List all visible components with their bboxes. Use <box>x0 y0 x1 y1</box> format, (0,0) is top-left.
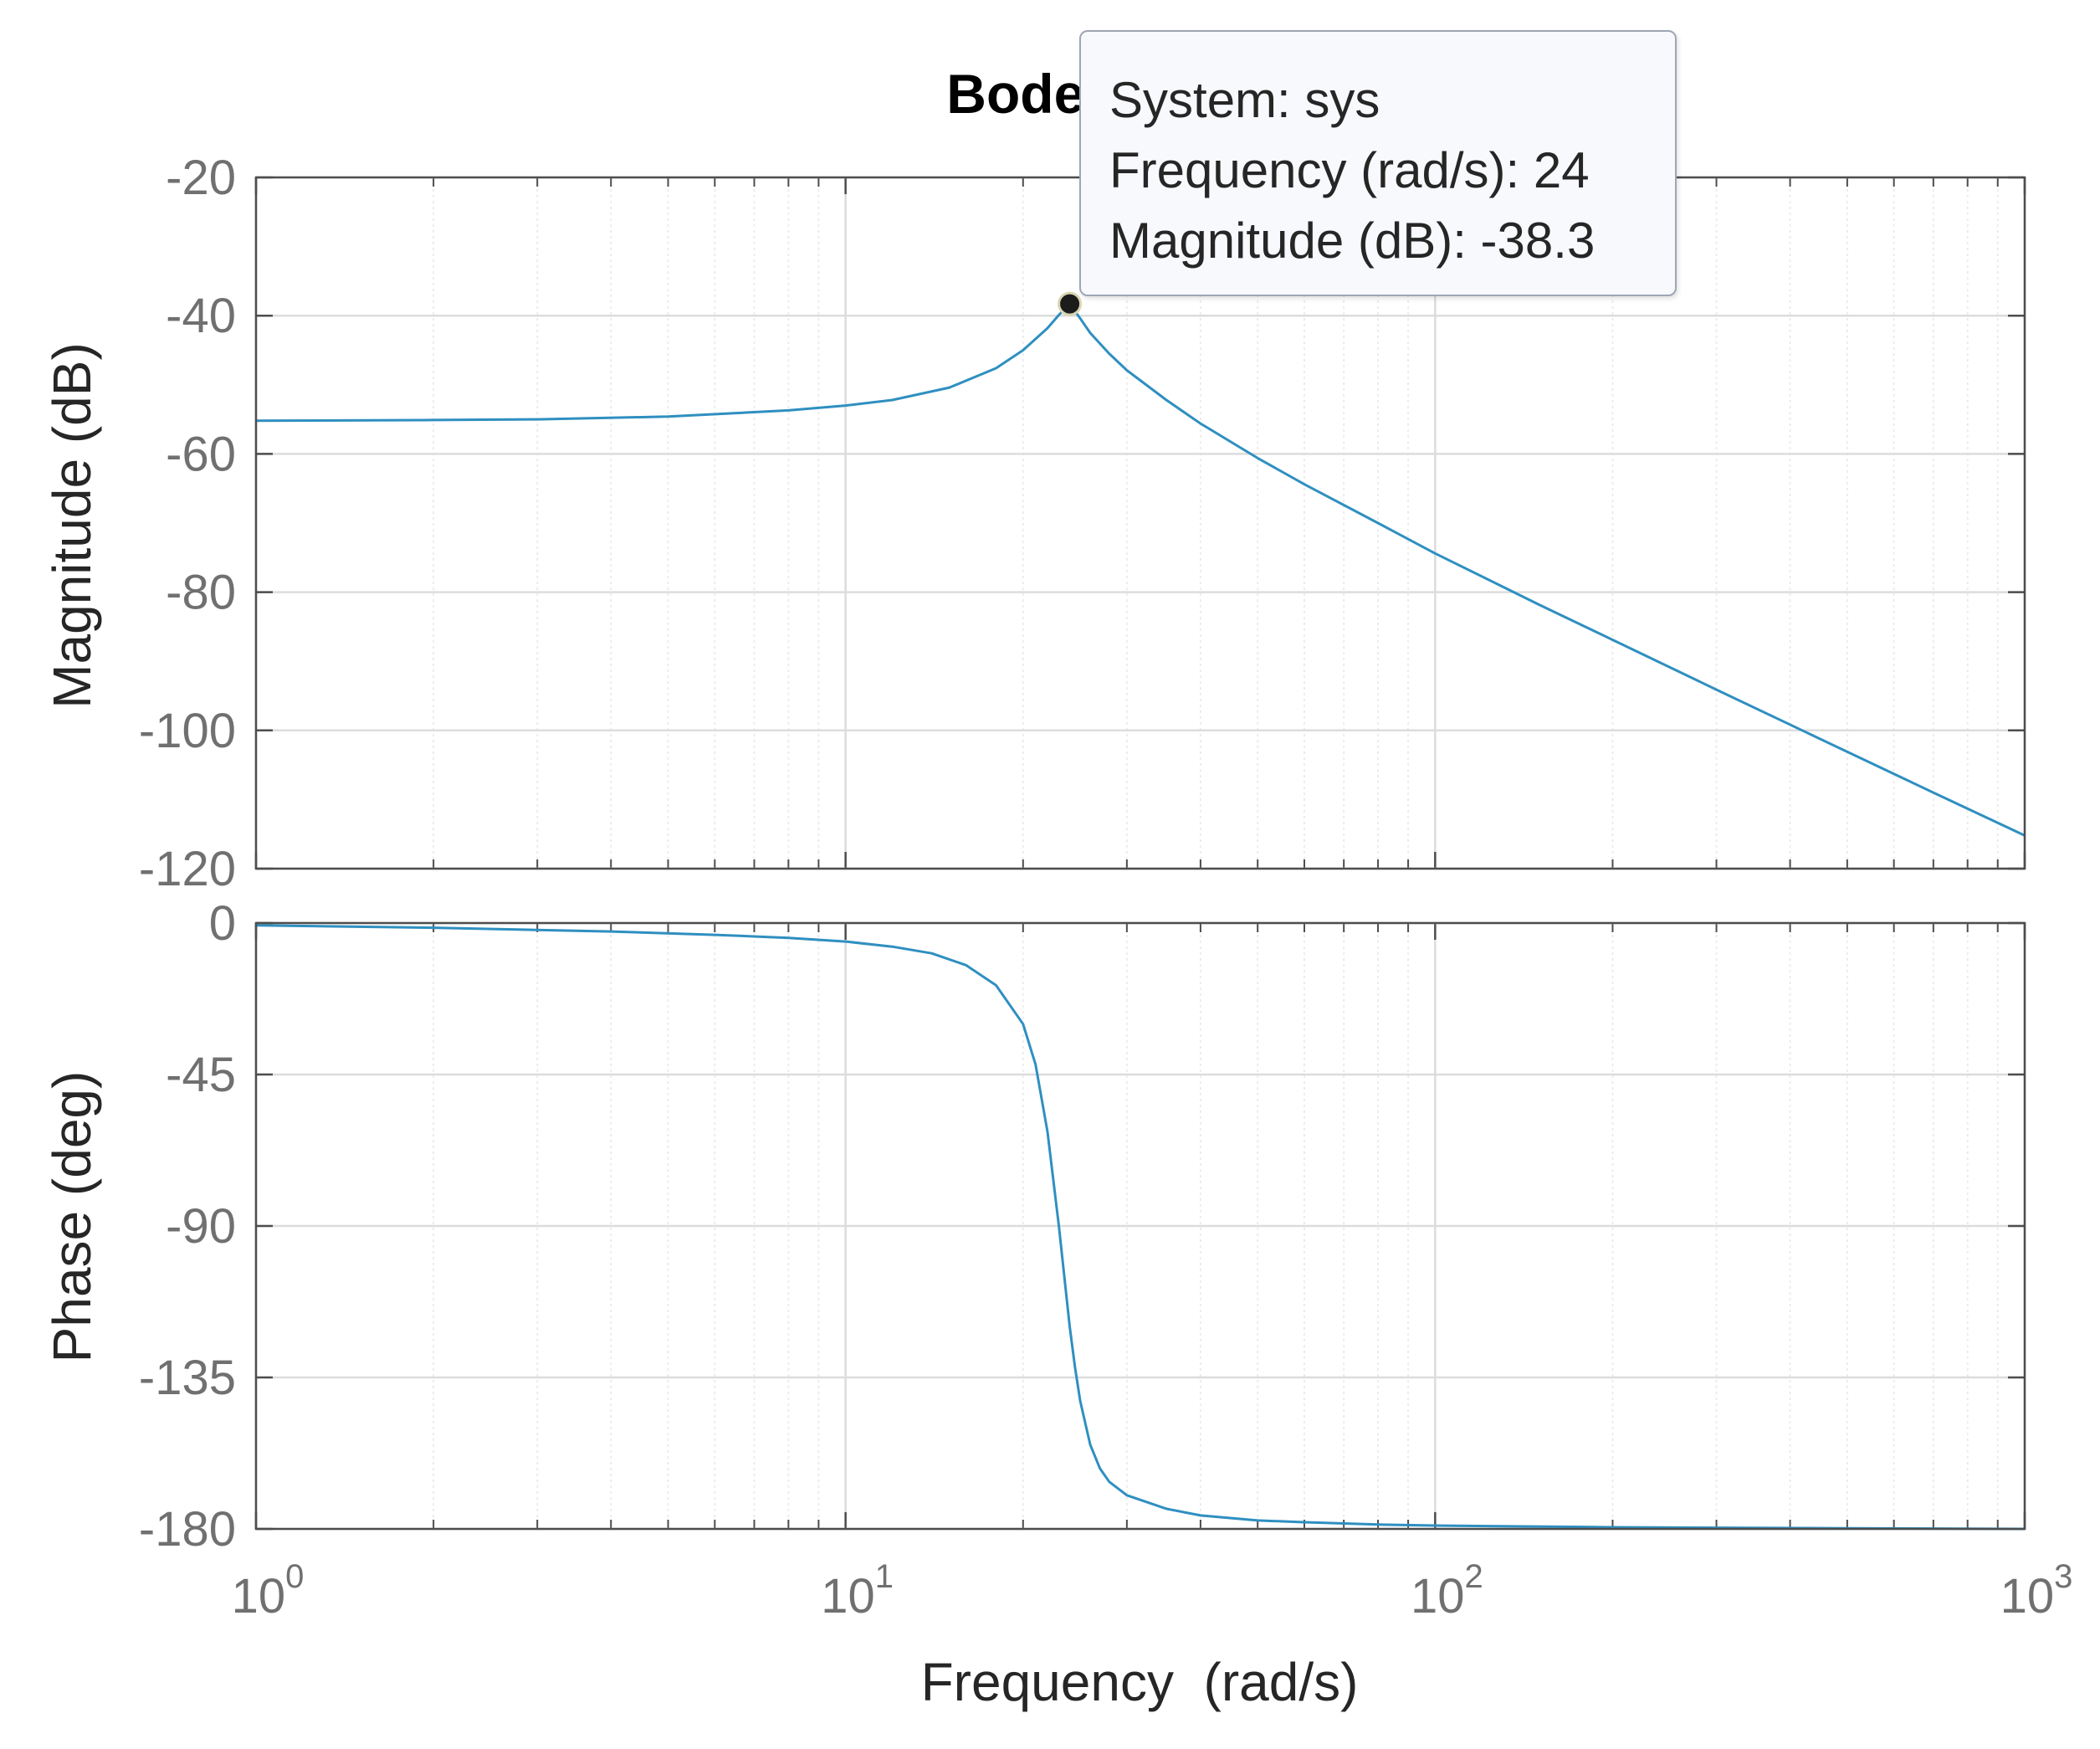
y-tick-label: -60 <box>166 427 236 481</box>
phase-axes-frame <box>254 921 2026 1531</box>
y-tick-label: -120 <box>139 842 236 896</box>
data-tip[interactable]: System: sys Frequency (rad/s): 24 Magnit… <box>1079 30 1677 296</box>
y-tick-label: -135 <box>139 1351 236 1405</box>
x-tick-label: 100 <box>232 1558 305 1623</box>
data-tip-frequency: Frequency (rad/s): 24 <box>1109 142 1590 198</box>
x-tick-label: 102 <box>1411 1558 1483 1623</box>
phase-series-line[interactable] <box>255 924 2026 1531</box>
y-tick-label: -90 <box>166 1199 236 1254</box>
magnitude-series-line[interactable] <box>255 302 2026 837</box>
y-tick-label: -40 <box>166 289 236 343</box>
phase-y-axis-label: Phase (deg) <box>42 1071 102 1363</box>
y-tick-label: -100 <box>139 704 236 758</box>
datatip-marker[interactable] <box>1058 291 1083 316</box>
y-tick-label: -20 <box>166 151 236 205</box>
magnitude-y-axis-label: Magnitude (dB) <box>42 342 102 709</box>
y-tick-label: -80 <box>166 566 236 620</box>
x-tick-label: 103 <box>2000 1558 2073 1623</box>
y-tick-label: 0 <box>209 896 236 951</box>
x-tick-label: 101 <box>821 1558 894 1623</box>
x-axis-label: Frequency (rad/s) <box>921 1652 1359 1712</box>
y-tick-label: -45 <box>166 1048 236 1102</box>
y-tick-label: -180 <box>139 1502 236 1557</box>
magnitude-panel[interactable]: -20 -40 -60 -80 -100 -120 <box>139 151 2026 896</box>
data-tip-magnitude: Magnitude (dB): -38.3 <box>1109 213 1595 269</box>
data-tip-system: System: sys <box>1109 72 1380 128</box>
